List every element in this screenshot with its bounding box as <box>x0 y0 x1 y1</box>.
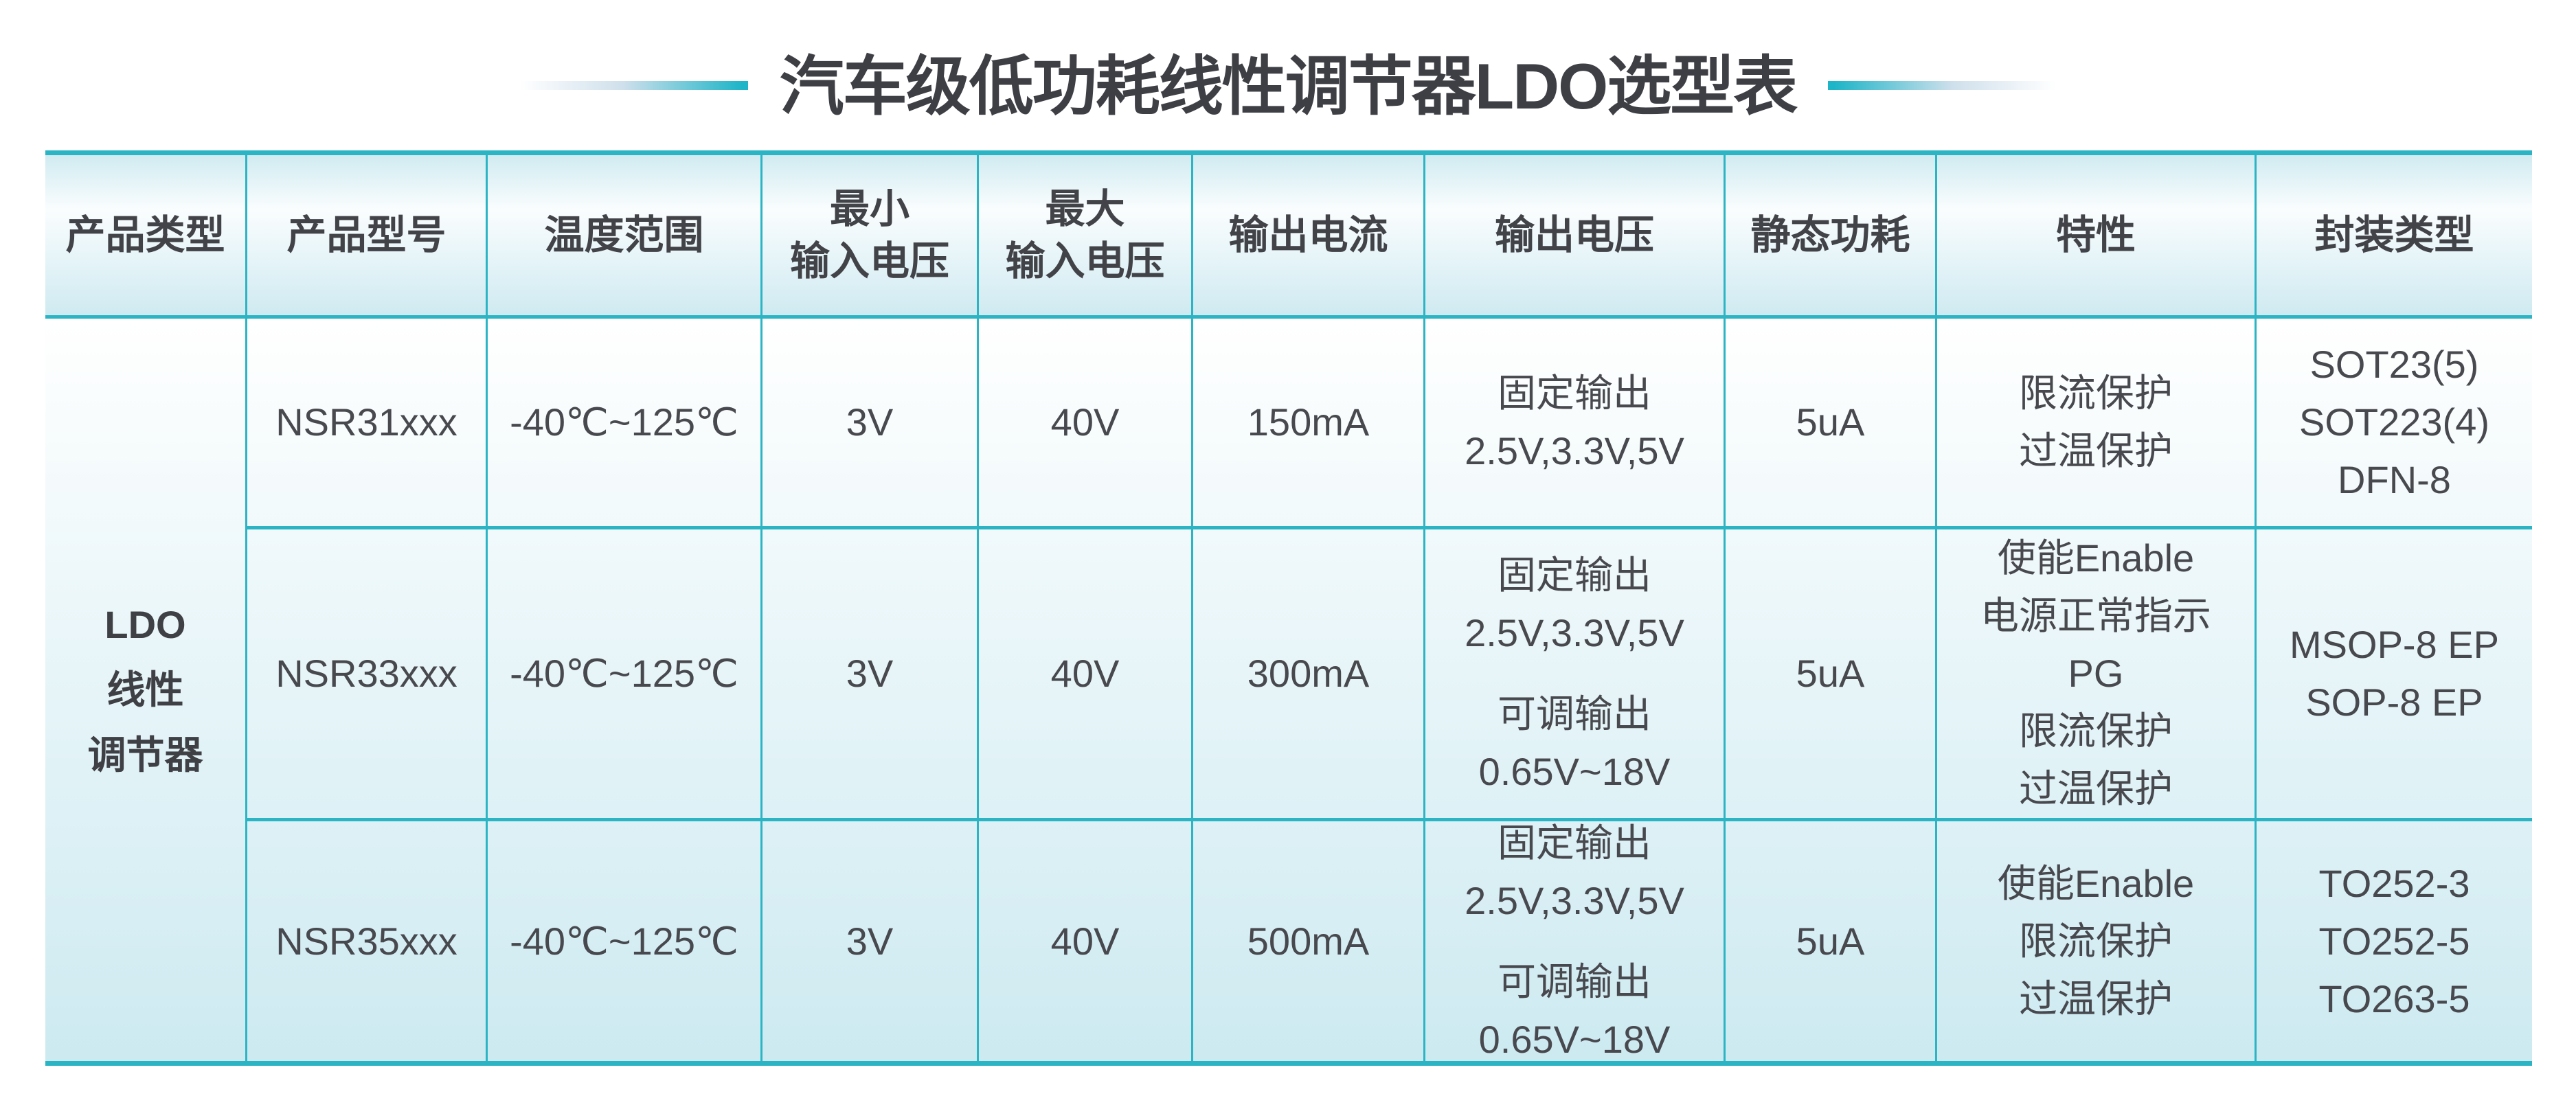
cell-features-row3: 使能Enable 限流保护 过温保护 <box>1937 821 2257 1061</box>
product-type-cell: LDO 线性 调节器 <box>45 319 247 1061</box>
cell-temp-row1: -40℃~125℃ <box>488 319 762 529</box>
ldo-selection-table: 产品类型 产品型号 温度范围 最小 输入电压 最大 输入电压 输出电流 输出电压… <box>45 150 2532 1066</box>
cell-min-vin-row2: 3V <box>762 529 979 821</box>
cell-model-row1: NSR31xxx <box>247 319 488 529</box>
cell-iout-row1: 150mA <box>1193 319 1425 529</box>
vout-adjustable: 可调输出 0.65V~18V <box>1478 692 1671 793</box>
cell-features-row2: 使能Enable 电源正常指示 PG 限流保护 过温保护 <box>1937 529 2257 821</box>
header-min-input-voltage: 最小 输入电压 <box>762 155 979 319</box>
header-features: 特性 <box>1937 155 2257 319</box>
cell-temp-row2: -40℃~125℃ <box>488 529 762 821</box>
cell-max-vin-row3: 40V <box>979 821 1193 1061</box>
title-bar: 汽车级低功耗线性调节器LDO选型表 <box>0 27 2576 134</box>
cell-model-row3: NSR35xxx <box>247 821 488 1061</box>
cell-packages-row1: SOT23(5) SOT223(4) DFN-8 <box>2257 319 2532 529</box>
cell-iout-row3: 500mA <box>1193 821 1425 1061</box>
vout-fixed: 固定输出 2.5V,3.3V,5V <box>1465 553 1684 654</box>
vout-fixed: 固定输出 2.5V,3.3V,5V <box>1465 821 1684 922</box>
header-product-type: 产品类型 <box>45 155 247 319</box>
header-max-input-voltage: 最大 输入电压 <box>979 155 1193 319</box>
cell-temp-row3: -40℃~125℃ <box>488 821 762 1061</box>
cell-max-vin-row1: 40V <box>979 319 1193 529</box>
cell-packages-row2: MSOP-8 EP SOP-8 EP <box>2257 529 2532 821</box>
header-model: 产品型号 <box>247 155 488 319</box>
cell-vout-row3: 固定输出 2.5V,3.3V,5V 可调输出 0.65V~18V <box>1425 821 1726 1061</box>
cell-model-row2: NSR33xxx <box>247 529 488 821</box>
header-quiescent-power: 静态功耗 <box>1726 155 1937 319</box>
cell-iout-row2: 300mA <box>1193 529 1425 821</box>
cell-vout-row2: 固定输出 2.5V,3.3V,5V 可调输出 0.65V~18V <box>1425 529 1726 821</box>
page-title: 汽车级低功耗线性调节器LDO选型表 <box>779 49 1798 122</box>
vout-adjustable: 可调输出 0.65V~18V <box>1478 959 1671 1061</box>
header-package-type: 封装类型 <box>2257 155 2532 319</box>
header-output-voltage: 输出电压 <box>1425 155 1726 319</box>
cell-min-vin-row3: 3V <box>762 821 979 1061</box>
cell-iq-row1: 5uA <box>1726 319 1937 529</box>
cell-packages-row3: TO252-3 TO252-5 TO263-5 <box>2318 861 2470 1020</box>
header-output-current: 输出电流 <box>1193 155 1425 319</box>
cell-iq-row3: 5uA <box>1726 821 1937 1061</box>
title-decoration-line-right <box>1828 81 2057 90</box>
cell-vout-row1: 固定输出 2.5V,3.3V,5V <box>1425 319 1726 529</box>
cell-min-vin-row1: 3V <box>762 319 979 529</box>
cell-max-vin-row2: 40V <box>979 529 1193 821</box>
cell-features-row1: 限流保护 过温保护 <box>1937 319 2257 529</box>
header-temp-range: 温度范围 <box>488 155 762 319</box>
title-decoration-line-left <box>519 81 748 90</box>
vout-fixed: 固定输出 2.5V,3.3V,5V <box>1465 372 1684 472</box>
cell-iq-row2: 5uA <box>1726 529 1937 821</box>
